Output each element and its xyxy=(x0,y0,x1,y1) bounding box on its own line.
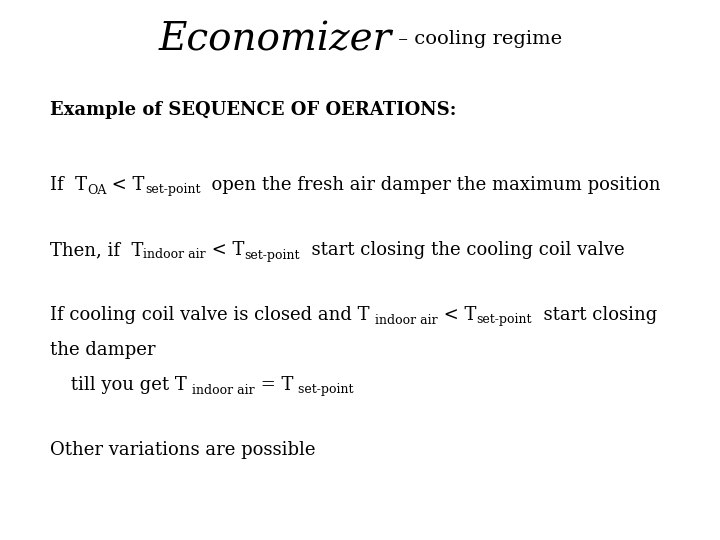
Text: set-point: set-point xyxy=(244,248,300,261)
Text: set-point: set-point xyxy=(476,314,532,327)
Text: indoor air: indoor air xyxy=(192,383,255,396)
Text: set-point: set-point xyxy=(145,184,200,197)
Text: < T: < T xyxy=(206,241,244,259)
Text: Economizer: Economizer xyxy=(158,22,392,58)
Text: < T: < T xyxy=(107,176,145,194)
Text: start closing: start closing xyxy=(532,306,657,324)
Text: till you get T: till you get T xyxy=(65,376,192,394)
Text: Then, if  T: Then, if T xyxy=(50,241,143,259)
Text: Other variations are possible: Other variations are possible xyxy=(50,441,315,459)
Text: start closing the cooling coil valve: start closing the cooling coil valve xyxy=(300,241,624,259)
Text: – cooling regime: – cooling regime xyxy=(392,30,562,48)
Text: set-point: set-point xyxy=(294,383,353,396)
Text: Example of SEQUENCE OF OERATIONS:: Example of SEQUENCE OF OERATIONS: xyxy=(50,101,456,119)
Text: < T: < T xyxy=(438,306,476,324)
Text: indoor air: indoor air xyxy=(143,248,206,261)
Text: the damper: the damper xyxy=(50,341,156,359)
Text: OA: OA xyxy=(87,184,107,197)
Text: open the fresh air damper the maximum position: open the fresh air damper the maximum po… xyxy=(200,176,661,194)
Text: If cooling coil valve is closed and T: If cooling coil valve is closed and T xyxy=(50,306,375,324)
Text: = T: = T xyxy=(255,376,294,394)
Text: If  T: If T xyxy=(50,176,87,194)
Text: indoor air: indoor air xyxy=(375,314,438,327)
